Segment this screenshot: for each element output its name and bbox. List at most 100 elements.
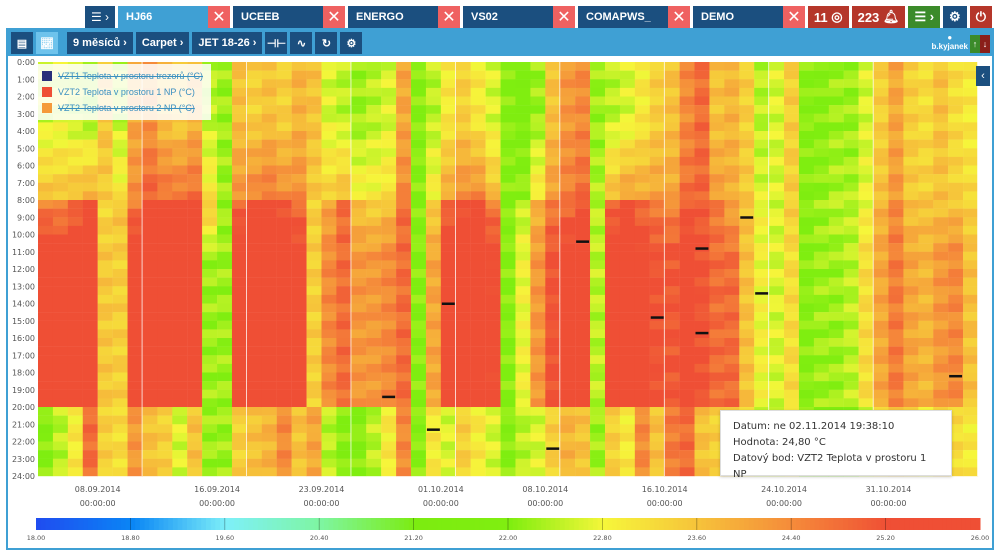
collapse-panel-button[interactable]: ‹	[976, 66, 990, 86]
tab-label[interactable]: HJ66	[118, 6, 208, 28]
tab-label[interactable]: COMAPWS_	[578, 6, 668, 28]
arrow-down-icon[interactable]: ↓	[980, 35, 990, 53]
heatmap-cell	[38, 165, 54, 175]
tab-label[interactable]: UCEEB	[233, 6, 323, 28]
heatmap-cell	[843, 200, 859, 209]
heatmap-cell	[619, 346, 636, 356]
color-scale-segment	[437, 518, 443, 530]
heatmap-cell	[231, 156, 248, 166]
close-icon[interactable]: ✕	[438, 6, 460, 28]
user-badge[interactable]: ● b.kyjanek	[932, 33, 968, 51]
heatmap-cell	[366, 269, 382, 278]
heatmap-cell	[246, 200, 263, 209]
heatmap-cell	[843, 148, 859, 158]
heatmap-cell	[575, 415, 591, 425]
heatmap-cell	[112, 174, 128, 183]
heatmap-cell	[261, 243, 277, 252]
close-icon[interactable]: ✕	[323, 6, 345, 28]
settings-button[interactable]: ⚙	[340, 32, 363, 54]
color-scale-segment	[508, 518, 514, 530]
heatmap-cell	[306, 389, 322, 399]
tab-label[interactable]: ENERGO	[348, 6, 438, 28]
heatmap-cell	[470, 312, 486, 321]
tab-demo[interactable]: DEMO ✕	[693, 6, 805, 28]
tab-comapws[interactable]: COMAPWS_ ✕	[578, 6, 690, 28]
tab-vs02[interactable]: VS02 ✕	[463, 6, 575, 28]
heatmap-cell	[500, 407, 516, 416]
range-button[interactable]: ⊣⊢	[265, 32, 288, 54]
heatmap-cell	[933, 105, 949, 114]
legend-item[interactable]: VZT2 Teplota v prostoru 1 NP (°C)	[42, 84, 203, 100]
heatmap-cell	[739, 182, 755, 192]
heatmap-cell	[679, 303, 695, 313]
trend-button[interactable]: ∿	[290, 32, 313, 54]
heatmap-cell	[366, 191, 382, 201]
heatmap-cell	[500, 191, 516, 201]
heatmap-cell	[142, 441, 158, 451]
tab-energo[interactable]: ENERGO ✕	[348, 6, 460, 28]
logout-button[interactable]: ⏻	[969, 6, 992, 28]
heatmap-cell	[649, 148, 665, 158]
heatmap-cell	[515, 458, 531, 468]
heatmap-cell	[649, 113, 665, 123]
heatmap-cell	[366, 174, 382, 183]
chart-type-button[interactable]: Carpet ›	[135, 32, 190, 54]
heatmap-cell	[231, 389, 248, 399]
legend-item[interactable]: VZT2 Teplota v prostoru 2 NP (°C)	[42, 100, 203, 116]
list-menu-button[interactable]: ☰ ›	[908, 6, 941, 28]
heatmap-cell	[52, 338, 69, 347]
events-button[interactable]: 223 🔔︎	[851, 6, 906, 28]
heatmap-cell	[604, 234, 621, 244]
heatmap-cell	[634, 450, 650, 459]
arrow-up-icon[interactable]: ↑	[970, 35, 980, 53]
heatmap-cell	[485, 148, 501, 158]
heatmap-cell	[724, 62, 740, 71]
close-icon[interactable]: ✕	[783, 6, 805, 28]
heatmap-cell	[127, 191, 143, 201]
heatmap-cell	[470, 355, 486, 365]
alarms-button[interactable]: 11 ◎	[807, 6, 849, 28]
tab-uceeb[interactable]: UCEEB ✕	[233, 6, 345, 28]
heatmap-cell	[769, 96, 785, 106]
heatmap-cell	[769, 269, 785, 278]
heatmap-cell	[351, 329, 367, 339]
close-icon[interactable]: ✕	[668, 6, 690, 28]
heatmap-cell	[664, 346, 680, 356]
heatmap-cell	[560, 286, 576, 296]
heatmap-cell	[291, 269, 307, 278]
heatmap-cell	[515, 260, 531, 270]
datapoint-button[interactable]: JET 18-26 ›	[192, 32, 263, 54]
heatmap-cell	[709, 320, 725, 330]
heatmap-cell	[246, 346, 263, 356]
main-menu[interactable]: ☰ ›	[85, 6, 115, 28]
heatmap-cell	[381, 432, 397, 442]
tab-label[interactable]: DEMO	[693, 6, 783, 28]
heatmap-cell	[396, 312, 412, 321]
heatmap-cell	[724, 303, 740, 313]
tab-label[interactable]: VS02	[463, 6, 553, 28]
heatmap-cell	[455, 148, 471, 158]
settings-button[interactable]: ⚙	[943, 6, 967, 28]
heatmap-cell	[545, 432, 561, 442]
heatmap-cell	[97, 217, 113, 227]
close-icon[interactable]: ✕	[553, 6, 575, 28]
heatmap-cell	[142, 320, 158, 330]
close-icon[interactable]: ✕	[208, 6, 230, 28]
heatmap-cell	[739, 122, 755, 132]
heatmap-cell	[440, 243, 456, 252]
heatmap-cell	[709, 363, 725, 373]
heatmap-cell	[82, 260, 98, 270]
heatmap-cell	[246, 234, 263, 244]
heatmap-cell	[873, 269, 889, 278]
sort-buttons: ↑ ↓	[970, 35, 990, 53]
tab-hj66[interactable]: HJ66 ✕	[118, 6, 230, 28]
refresh-button[interactable]: ↻	[315, 32, 338, 54]
legend-item[interactable]: VZT1 Teplota v prostoru trezorů (°C)	[42, 68, 203, 84]
chart-view-button[interactable]: 📈︎	[36, 32, 58, 54]
table-view-button[interactable]: ▤	[11, 32, 33, 54]
heatmap-cell	[142, 415, 158, 425]
heatmap-cell	[276, 87, 292, 97]
period-button[interactable]: 9 měsíců ›	[67, 32, 133, 54]
list-chevron-icon[interactable]: ☰ ›	[85, 6, 115, 28]
heatmap-cell	[530, 372, 546, 382]
